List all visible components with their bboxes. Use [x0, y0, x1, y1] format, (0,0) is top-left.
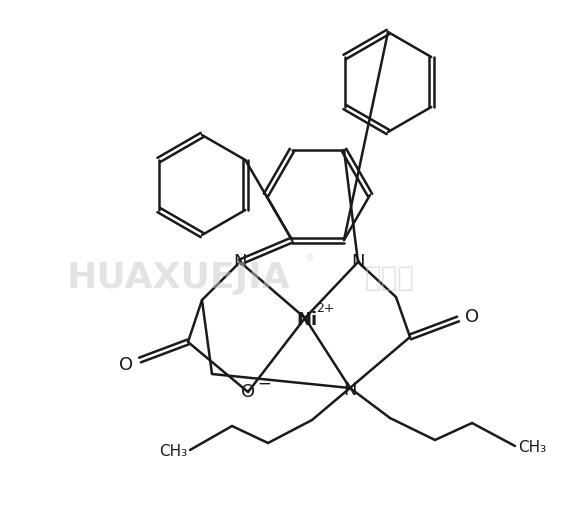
Text: 2+: 2+	[316, 302, 334, 315]
Text: O: O	[119, 356, 133, 374]
Text: Ni: Ni	[296, 311, 318, 329]
Text: O: O	[241, 383, 255, 401]
Text: O: O	[465, 308, 479, 326]
Text: ®: ®	[305, 253, 315, 263]
Text: N: N	[233, 253, 247, 271]
Text: N: N	[343, 381, 357, 399]
Text: CH₃: CH₃	[159, 444, 187, 459]
Text: HUAXUEJIA: HUAXUEJIA	[66, 261, 290, 295]
Text: 化学加: 化学加	[365, 264, 415, 292]
Text: −: −	[257, 375, 271, 393]
Text: N: N	[351, 253, 365, 271]
Text: CH₃: CH₃	[518, 441, 546, 456]
